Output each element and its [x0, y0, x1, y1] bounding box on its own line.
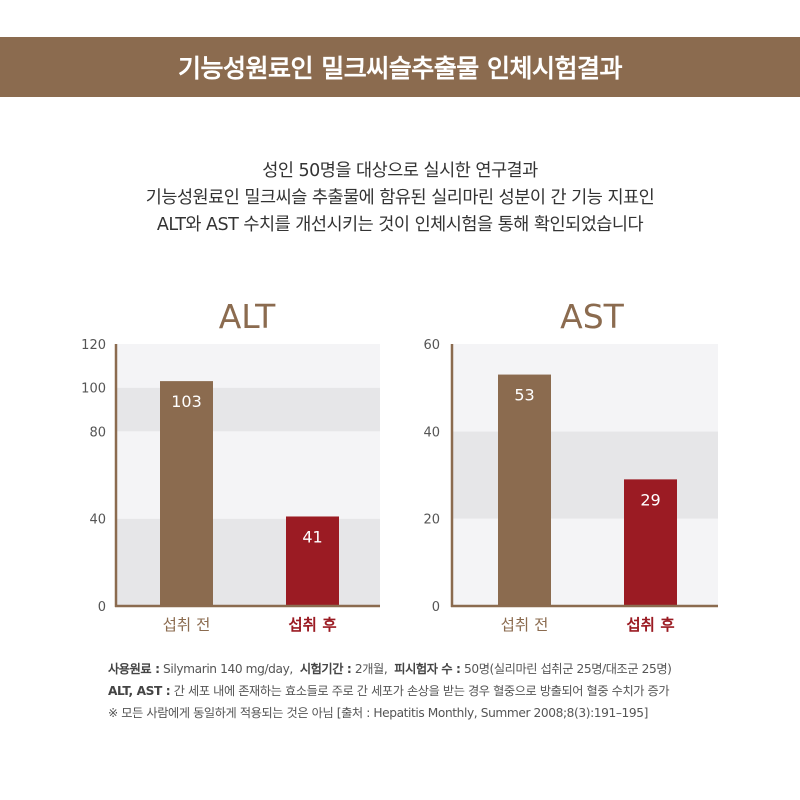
intro-line: ALT와 AST 수치를 개선시키는 것이 인체시험을 통해 확인되었습니다 — [156, 215, 644, 235]
data-label: 41 — [302, 527, 322, 546]
bar — [498, 374, 551, 606]
plot-band — [452, 431, 718, 519]
footnote-text: 50명(실리마린 섭취군 25명/대조군 25명) — [460, 662, 672, 676]
x-category-label: 섭취 후 — [626, 615, 674, 634]
chart-title: ALT — [219, 297, 276, 336]
y-tick-label: 100 — [81, 382, 106, 397]
plot-band — [116, 431, 380, 519]
title-banner: 기능성원료인 밀크씨슬추출물 인체시험결과 — [0, 37, 800, 97]
bar — [160, 381, 213, 606]
y-tick-label: 40 — [423, 425, 440, 440]
y-tick-label: 120 — [81, 338, 106, 353]
intro-text: 성인 50명을 대상으로 실시한 연구결과 기능성원료인 밀크씨슬 추출물에 함… — [0, 158, 800, 239]
footnote-definition: ALT, AST : 간 세포 내에 존재하는 효소들로 주로 간 세포가 손상… — [108, 680, 748, 702]
intro-line: 성인 50명을 대상으로 실시한 연구결과 — [262, 161, 538, 181]
footnote-text: Silymarin 140 mg/day, — [159, 662, 293, 676]
plot-band — [452, 344, 718, 432]
y-tick-label: 80 — [89, 425, 106, 440]
footnote-label: 시험기간 : — [299, 662, 352, 676]
y-tick-label: 60 — [423, 338, 440, 353]
plot-band — [116, 344, 380, 388]
data-label: 29 — [640, 490, 660, 509]
x-category-label: 섭취 전 — [501, 616, 549, 634]
x-category-label: 섭취 전 — [163, 616, 211, 634]
data-label: 103 — [171, 392, 202, 411]
chart-title: AST — [560, 297, 625, 336]
footnotes: 사용원료 : Silymarin 140 mg/day, 시험기간 : 2개월,… — [108, 658, 748, 724]
footnote-label: 사용원료 : — [108, 662, 160, 676]
page-title: 기능성원료인 밀크씨슬추출물 인체시험결과 — [178, 54, 622, 83]
y-tick-label: 40 — [89, 513, 106, 528]
plot-band — [452, 518, 718, 606]
footnote-text: 2개월, — [351, 662, 388, 676]
footnote-label: ALT, AST : — [108, 684, 171, 698]
footnote-label: 피시험자 수 : — [394, 662, 461, 676]
bar — [286, 516, 339, 606]
footnote-text: 간 세포 내에 존재하는 효소들로 주로 간 세포가 손상을 받는 경우 혈중으… — [170, 684, 670, 698]
y-tick-label: 0 — [98, 600, 106, 615]
bar — [624, 479, 677, 606]
intro-line: 기능성원료인 밀크씨슬 추출물에 함유된 실리마린 성분이 간 기능 지표인 — [145, 188, 655, 208]
footnote-disclaimer: ※ 모든 사람에게 동일하게 적용되는 것은 아님 [출처 : Hepatiti… — [108, 706, 648, 720]
plot-band — [116, 387, 380, 432]
y-tick-label: 0 — [432, 600, 440, 615]
data-label: 53 — [514, 386, 534, 405]
x-category-label: 섭취 후 — [288, 615, 336, 634]
footnote-study-info: 사용원료 : Silymarin 140 mg/day, 시험기간 : 2개월,… — [108, 658, 748, 680]
y-tick-label: 20 — [423, 513, 440, 528]
plot-band — [116, 518, 380, 606]
